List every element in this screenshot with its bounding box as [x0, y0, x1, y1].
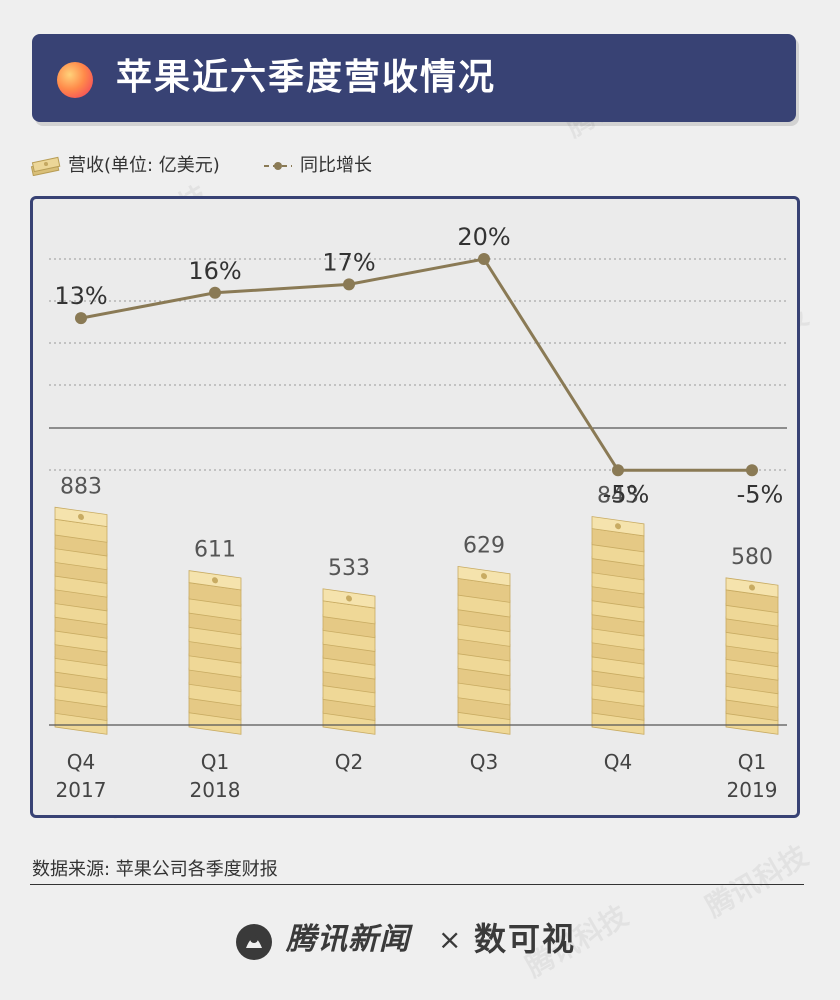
bar-value-label: 629 — [463, 533, 505, 558]
money-bill-top — [54, 506, 108, 528]
x-tick-label: Q1 — [201, 750, 229, 774]
growth-point — [209, 286, 221, 299]
bar-value-label: 580 — [731, 545, 773, 570]
growth-point — [343, 278, 355, 291]
growth-label: 16% — [188, 257, 241, 285]
x-tick-label: Q1 — [738, 750, 766, 774]
title-bar: 苹果近六季度营收情况 — [32, 34, 796, 122]
money-bill-top — [457, 565, 511, 587]
money-bill-top — [322, 588, 376, 609]
growth-line — [80, 257, 752, 472]
page-title: 苹果近六季度营收情况 — [116, 57, 497, 98]
x-tick-year-label: 2017 — [56, 778, 107, 802]
watermark: 腾讯科技 — [700, 839, 814, 924]
growth-label: 20% — [457, 223, 510, 251]
x-tick-year-label: 2018 — [190, 778, 241, 802]
source-note: 数据来源: 苹果公司各季度财报 — [32, 859, 278, 880]
x-tick-year-label: 2019 — [727, 778, 778, 802]
growth-label: 17% — [322, 248, 375, 276]
money-bill-seal — [749, 584, 755, 591]
bar-value-label: 611 — [194, 538, 236, 563]
x-tick-label: Q4 — [604, 750, 632, 774]
money-bill-seal — [212, 577, 218, 584]
title-dot-icon — [57, 62, 93, 98]
legend-label-growth: 同比增长 — [300, 155, 372, 176]
growth-label: -5% — [603, 480, 650, 508]
chart-panel: 883 611 533 629 843 580 13% 16% 17% 20% -5% -5% Q4 20… — [30, 196, 800, 818]
money-bill-seal — [78, 513, 84, 520]
money-bill-top — [725, 577, 779, 598]
money-bill-seal — [346, 595, 352, 602]
chart: 883 611 533 629 843 580 13% 16% 17% 20% -5% -5% Q4 20… — [49, 223, 787, 802]
line-marker-icon — [264, 162, 292, 170]
footer-brand-shukeshi: 数可视 — [474, 920, 577, 958]
source-divider — [30, 884, 804, 885]
x-tick-label: Q4 — [67, 750, 95, 774]
growth-label: 13% — [54, 282, 107, 310]
legend-label-revenue: 营收(单位: 亿美元) — [68, 155, 220, 176]
x-tick-label: Q3 — [470, 750, 498, 774]
tencent-news-logo-icon — [236, 924, 272, 960]
x-tick-label: Q2 — [335, 750, 363, 774]
footer: 腾讯新闻 × 数可视 — [234, 910, 614, 970]
footer-separator: × — [438, 923, 462, 956]
money-bill-seal — [615, 523, 621, 530]
money-bill-seal — [481, 573, 487, 580]
bar-value-label: 883 — [60, 474, 102, 499]
money-stack-icon — [30, 156, 61, 176]
footer-brand-tencent-news: 腾讯新闻 — [286, 922, 410, 957]
money-bill-top — [188, 570, 242, 591]
bar-value-label: 533 — [328, 556, 370, 581]
growth-point — [75, 312, 87, 325]
growth-point — [612, 464, 624, 477]
growth-point — [746, 464, 758, 477]
money-bill-top — [591, 516, 645, 537]
bar-value-label: 843 — [597, 484, 639, 509]
growth-point — [478, 253, 490, 265]
growth-label: -5% — [737, 480, 784, 508]
